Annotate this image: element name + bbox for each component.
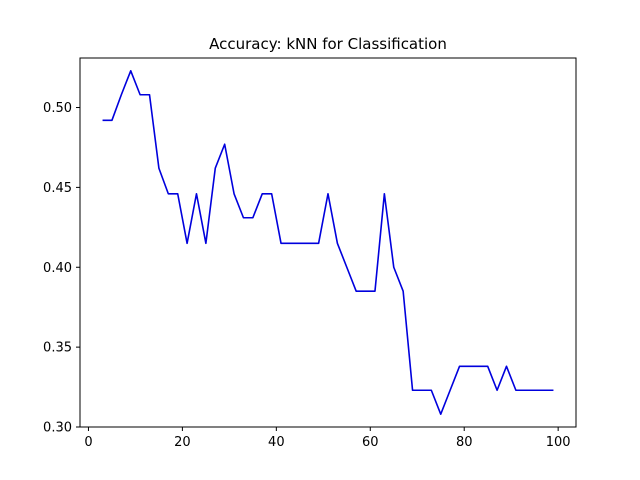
plot-area: 0 20 40 60 80 100 0.30 0.35 0.40 0.45 0.50	[43, 57, 577, 450]
x-tick-label: 80	[456, 435, 473, 450]
x-tick-label: 40	[268, 435, 285, 450]
y-tick-label: 0.50	[43, 101, 72, 116]
y-tick-label: 0.45	[43, 181, 72, 196]
axes-frame	[79, 57, 577, 428]
series-line-accuracy	[102, 69, 554, 416]
y-tick-label: 0.30	[43, 421, 72, 436]
x-tick-label: 20	[174, 435, 191, 450]
chart-title: Accuracy: kNN for Classification	[209, 35, 447, 53]
x-tick-label: 100	[546, 435, 571, 450]
x-tick-label: 60	[362, 435, 379, 450]
y-tick-label: 0.40	[43, 261, 72, 276]
y-tick-label: 0.35	[43, 341, 72, 356]
x-tick-label: 0	[84, 435, 92, 450]
